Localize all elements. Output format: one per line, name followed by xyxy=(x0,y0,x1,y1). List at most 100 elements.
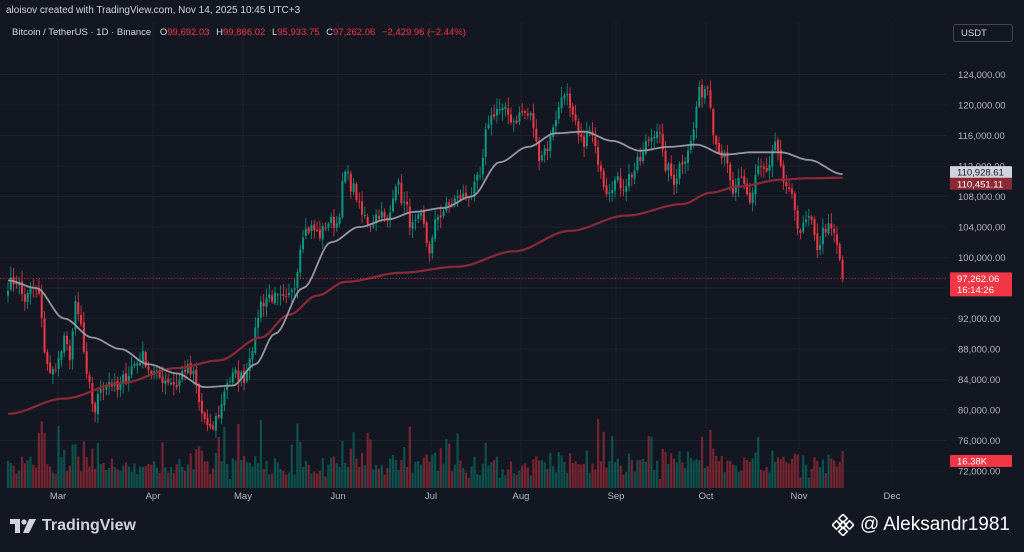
candle xyxy=(605,177,608,197)
candle xyxy=(349,170,352,199)
volume-bar xyxy=(776,457,780,488)
price-chart[interactable]: 72,000.00 76,000.00 80,000.00 84,000.00 88,0… xyxy=(0,0,1024,505)
candle xyxy=(715,134,718,151)
volume-bar xyxy=(197,446,201,488)
volume-bar xyxy=(209,473,212,488)
moving-average-short-line xyxy=(7,130,843,388)
candle xyxy=(698,80,701,109)
candle xyxy=(841,255,844,283)
candle xyxy=(790,183,793,199)
volume-bar xyxy=(804,464,808,488)
candle xyxy=(60,350,63,367)
volume-bar xyxy=(436,470,440,488)
volume-bar xyxy=(782,456,785,488)
volume-bar xyxy=(431,454,434,488)
candle xyxy=(779,139,782,168)
candle xyxy=(462,184,465,200)
volume-bar xyxy=(709,430,712,488)
candle xyxy=(540,150,543,163)
candle xyxy=(425,220,428,248)
candle xyxy=(507,97,510,125)
x-tick-label: Sep xyxy=(608,491,625,502)
volume-bar xyxy=(32,464,35,488)
candle xyxy=(597,139,600,172)
candle xyxy=(830,213,833,236)
candle xyxy=(467,196,470,207)
last-price-tag-bg xyxy=(950,272,1012,297)
candle xyxy=(125,362,128,385)
candle xyxy=(285,288,288,304)
volume-bar xyxy=(276,462,279,488)
volume-bar xyxy=(658,478,662,488)
volume-bar xyxy=(360,452,364,488)
candle xyxy=(127,366,130,392)
candle xyxy=(406,191,409,215)
candle xyxy=(762,162,765,178)
volume-bar xyxy=(608,461,611,488)
tradingview-brand[interactable]: TradingView xyxy=(10,517,136,535)
y-tick-label: 120,000.00 xyxy=(958,101,1006,112)
volume-bar xyxy=(535,456,538,488)
candle xyxy=(63,331,66,358)
candle xyxy=(563,92,566,105)
volume-bar xyxy=(523,463,527,488)
volume-bar xyxy=(552,466,555,488)
volume-bar xyxy=(625,471,628,488)
candle xyxy=(195,362,198,394)
volume-bar xyxy=(332,456,336,488)
volume-bar xyxy=(358,467,361,488)
candle xyxy=(566,83,569,106)
volume-bar xyxy=(414,461,417,488)
candle xyxy=(594,127,597,154)
volume-bar xyxy=(43,433,46,488)
volume-bar xyxy=(712,448,715,488)
volume-bar xyxy=(678,451,681,488)
candle xyxy=(802,215,805,234)
candle xyxy=(144,350,147,369)
volume-bar xyxy=(389,458,392,488)
volume-bar xyxy=(532,459,535,488)
candle xyxy=(765,157,768,173)
volume-bar xyxy=(6,460,10,488)
volume-bar xyxy=(355,458,358,488)
candle xyxy=(234,366,237,378)
candle xyxy=(394,184,397,204)
volume-bar xyxy=(88,466,91,488)
candle xyxy=(380,202,383,222)
volume-bar xyxy=(622,474,625,488)
candle xyxy=(178,374,181,393)
candle xyxy=(212,421,215,431)
candle xyxy=(675,168,678,194)
volume-bar xyxy=(428,461,431,488)
volume-bar xyxy=(299,441,302,488)
volume-bar xyxy=(167,472,170,488)
candle xyxy=(377,209,380,221)
volume-bar xyxy=(599,461,603,488)
volume-bar xyxy=(656,460,659,488)
volume-bar xyxy=(754,452,757,488)
x-tick-label: Oct xyxy=(699,491,714,502)
candle xyxy=(136,358,139,374)
candle xyxy=(549,131,552,159)
volume-bar xyxy=(242,456,246,488)
candle xyxy=(414,214,417,231)
volume-bar xyxy=(633,471,636,488)
volume-bar xyxy=(330,457,333,488)
volume-bar xyxy=(144,465,147,488)
volume-bar xyxy=(338,466,341,488)
candle xyxy=(737,169,740,197)
volume-bar xyxy=(268,474,271,488)
volume-bar xyxy=(664,452,667,488)
candle xyxy=(479,166,482,180)
currency-button[interactable]: USDT xyxy=(953,24,1013,42)
volume-bar xyxy=(105,470,108,488)
volume-bar xyxy=(521,465,524,488)
candle xyxy=(23,287,26,311)
candle xyxy=(375,209,378,232)
volume-bar xyxy=(327,464,330,488)
candle xyxy=(602,167,605,191)
volume-bar xyxy=(344,462,347,488)
candle xyxy=(245,363,248,384)
volume-bar xyxy=(515,474,518,488)
volume-bar xyxy=(248,462,251,488)
